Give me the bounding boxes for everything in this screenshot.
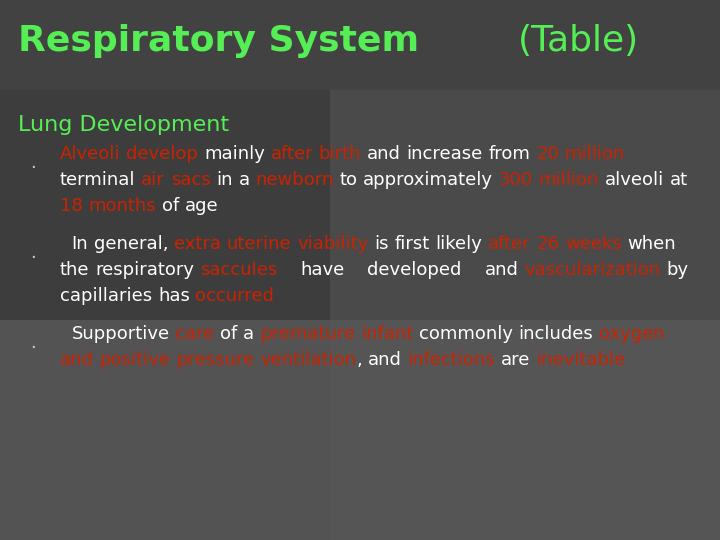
Text: Respiratory System: Respiratory System (18, 24, 432, 58)
Text: the: the (60, 261, 89, 279)
Text: terminal: terminal (60, 171, 135, 189)
Text: 26: 26 (536, 235, 559, 253)
FancyBboxPatch shape (330, 0, 720, 540)
Text: occurred: occurred (196, 287, 274, 305)
Text: 18: 18 (60, 197, 83, 215)
Text: (Table): (Table) (518, 24, 639, 58)
Text: ‧: ‧ (30, 339, 35, 357)
Text: by: by (667, 261, 688, 279)
Text: In: In (71, 235, 88, 253)
Text: positive: positive (99, 351, 171, 369)
Text: infections: infections (408, 351, 495, 369)
Text: in: in (216, 171, 233, 189)
Text: mainly: mainly (204, 145, 265, 163)
Text: to: to (339, 171, 357, 189)
Text: care: care (176, 325, 215, 343)
Text: million: million (539, 171, 599, 189)
Text: oxygen: oxygen (599, 325, 665, 343)
Text: when: when (628, 235, 676, 253)
Text: of: of (220, 325, 238, 343)
Text: approximately: approximately (363, 171, 493, 189)
Text: at: at (670, 171, 688, 189)
Text: ,: , (356, 351, 362, 369)
Text: vascularization: vascularization (524, 261, 661, 279)
Text: ‧: ‧ (30, 249, 35, 267)
Text: ventilation: ventilation (260, 351, 356, 369)
Text: alveoli: alveoli (605, 171, 664, 189)
Text: sacs: sacs (171, 171, 210, 189)
Text: respiratory: respiratory (95, 261, 194, 279)
Text: months: months (89, 197, 156, 215)
Text: a: a (238, 171, 250, 189)
Text: premature: premature (260, 325, 355, 343)
Text: ‧: ‧ (30, 159, 35, 177)
Text: developed: developed (367, 261, 462, 279)
Text: after: after (271, 145, 313, 163)
Text: after: after (488, 235, 531, 253)
Text: of: of (162, 197, 179, 215)
Text: are: are (500, 351, 530, 369)
Text: inevitable: inevitable (536, 351, 625, 369)
Text: extra: extra (174, 235, 221, 253)
Text: birth: birth (319, 145, 361, 163)
Bar (0, 0, 720, 90)
Text: 20: 20 (536, 145, 559, 163)
Text: 300: 300 (499, 171, 533, 189)
Text: Supportive: Supportive (71, 325, 170, 343)
Text: infant: infant (361, 325, 413, 343)
Text: and: and (60, 351, 94, 369)
Text: age: age (185, 197, 218, 215)
Text: saccules: saccules (200, 261, 277, 279)
Text: uterine: uterine (227, 235, 292, 253)
Text: weeks: weeks (565, 235, 622, 253)
Text: Lung Development: Lung Development (18, 115, 229, 135)
Text: and: and (368, 351, 402, 369)
Text: a: a (243, 325, 254, 343)
Text: viability: viability (297, 235, 369, 253)
Text: Alveoli: Alveoli (60, 145, 120, 163)
Text: has: has (158, 287, 190, 305)
Text: first: first (395, 235, 430, 253)
Text: from: from (489, 145, 531, 163)
Text: million: million (565, 145, 625, 163)
Text: develop: develop (126, 145, 198, 163)
Text: and: and (485, 261, 518, 279)
Text: capillaries: capillaries (60, 287, 152, 305)
Text: newborn: newborn (256, 171, 333, 189)
Text: general,: general, (94, 235, 168, 253)
FancyBboxPatch shape (0, 320, 720, 540)
Text: increase: increase (407, 145, 483, 163)
Text: commonly: commonly (419, 325, 513, 343)
Text: pressure: pressure (176, 351, 254, 369)
Text: air: air (141, 171, 165, 189)
Text: and: and (367, 145, 401, 163)
Text: have: have (300, 261, 344, 279)
Text: likely: likely (436, 235, 482, 253)
Text: is: is (374, 235, 389, 253)
Text: includes: includes (518, 325, 593, 343)
